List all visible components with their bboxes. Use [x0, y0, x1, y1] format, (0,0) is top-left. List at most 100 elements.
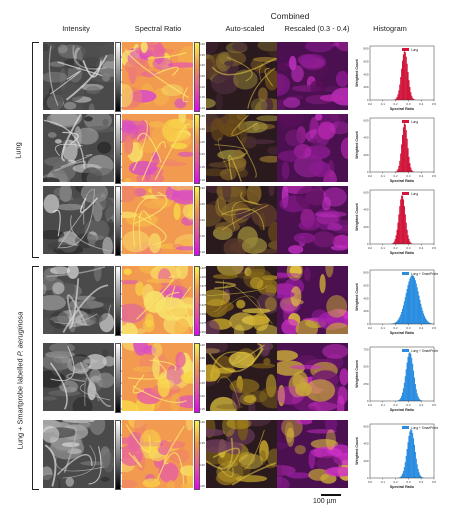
- hist-x-tick: 0.4: [419, 102, 424, 106]
- group-label-smartprobe-text: Lung + Smartprobe labelled: [15, 356, 25, 450]
- hist-bar: [402, 127, 405, 172]
- spectral-ratio-colorbar-tick: 0.35: [199, 114, 205, 118]
- hist-bar: [408, 80, 410, 100]
- spectral-ratio-image: [122, 42, 193, 110]
- hist-y-tick: 800: [363, 47, 368, 51]
- hist-bar: [406, 138, 408, 172]
- hist-x-tick: 0.5: [432, 246, 437, 250]
- hist-bar: [401, 395, 403, 401]
- auto-scaled-image: [206, 186, 277, 254]
- hist-bar: [419, 399, 421, 401]
- hist-bar: [417, 396, 419, 401]
- group-label-lung: Lung: [14, 131, 23, 171]
- hist-bar: [406, 362, 408, 401]
- spectral-ratio-colorbar-ticks: 0.425 0.400 0.375 0.350 0.325 0.300 0.275 0.250: [199, 266, 213, 334]
- hist-bar: [407, 285, 409, 324]
- hist-bar: [400, 397, 402, 401]
- spectral-ratio-image: [122, 343, 193, 411]
- hist-bar: [429, 322, 431, 324]
- hist-bar: [408, 156, 410, 172]
- spectral-ratio-colorbar-tick: 0.25: [199, 202, 205, 206]
- hist-y-label: Weighted Count: [355, 436, 359, 464]
- hist-y-tick: 0: [367, 98, 369, 102]
- hist-bar: [403, 123, 405, 172]
- hist-bar: [402, 195, 404, 244]
- hist-y-tick: 400: [363, 296, 368, 300]
- hist-bar: [411, 95, 413, 100]
- hist-legend-swatch: [402, 192, 409, 195]
- hist-x-tick: 0.1: [381, 246, 386, 250]
- hist-bar: [409, 278, 411, 324]
- hist-bar: [407, 148, 409, 172]
- hist-x-tick: 0.2: [394, 102, 399, 106]
- spectral-ratio-colorbar: [194, 114, 200, 184]
- hist-bar: [416, 287, 418, 324]
- hist-x-tick: 0.0: [368, 246, 373, 250]
- hist-bar: [404, 376, 406, 401]
- hist-bar: [405, 56, 407, 100]
- spectral-ratio-colorbar-ticks: 0.40 0.35 0.30 0.25 0.20 0.15: [199, 343, 213, 411]
- header-intensity: Intensity: [62, 24, 90, 33]
- hist-bar: [418, 472, 420, 478]
- hist-legend-swatch: [402, 48, 409, 51]
- spectral-ratio-colorbar-tick: 0.20: [199, 394, 205, 399]
- auto-scaled-image: [206, 266, 277, 334]
- hist-bar: [398, 400, 400, 401]
- spectral-ratio-image: [122, 420, 193, 488]
- spectral-ratio-colorbar-tick: 0.35: [199, 355, 205, 360]
- rescaled-image: [277, 343, 348, 411]
- hist-y-tick: 600: [363, 191, 368, 195]
- hist-bar: [404, 297, 406, 324]
- hist-bar: [398, 165, 400, 172]
- hist-y-tick: 800: [363, 271, 368, 275]
- hist-x-tick: 0.0: [368, 102, 373, 106]
- hist-bar: [407, 356, 409, 401]
- spectral-ratio-colorbar-ticks: 0.30 0.25 0.20 0.15 0.10: [199, 186, 213, 254]
- hist-bar: [403, 206, 405, 244]
- hist-bar: [398, 214, 400, 244]
- hist-bar: [402, 199, 405, 244]
- hist-bar: [392, 242, 394, 244]
- histogram-chart: 0.0 0.1 0.2 0.3 0.4 0.5 0 200 400 600 Lung Spectral…: [354, 186, 438, 258]
- spectral-ratio-colorbar: [194, 186, 200, 256]
- hist-bar: [411, 243, 413, 244]
- hist-bar: [395, 98, 397, 100]
- hist-bar: [419, 474, 421, 478]
- hist-x-label: Spectral Ratio: [390, 485, 415, 489]
- hist-bar: [414, 451, 416, 478]
- spectral-ratio-colorbar-tick: 0.10: [199, 178, 205, 182]
- hist-bar: [415, 283, 417, 324]
- hist-bar: [403, 301, 405, 324]
- hist-y-tick: 600: [363, 119, 368, 123]
- hist-bar: [400, 77, 402, 100]
- hist-bar: [417, 291, 419, 324]
- hist-x-label: Spectral Ratio: [390, 331, 415, 335]
- header-rescaled: Rescaled (0.3 - 0.4): [284, 24, 350, 33]
- spectral-ratio-colorbar-tick: 0.30: [199, 368, 205, 373]
- hist-bar: [400, 199, 402, 244]
- hist-bar: [400, 314, 402, 324]
- hist-bar: [410, 429, 412, 478]
- hist-bar: [410, 353, 412, 401]
- hist-bar: [393, 323, 395, 324]
- hist-bar: [400, 476, 402, 478]
- spectral-ratio-colorbar-tick: 0.300: [199, 311, 207, 316]
- scale-bar-label: 100 µm: [313, 498, 337, 505]
- rescaled-image: [277, 186, 348, 254]
- hist-bar: [410, 276, 412, 324]
- hist-y-label: Weighted Count: [355, 202, 359, 230]
- spectral-ratio-colorbar-tick: 0.25: [199, 139, 205, 144]
- hist-y-tick: 400: [363, 442, 368, 446]
- hist-bar: [418, 295, 420, 324]
- hist-bar: [391, 243, 394, 244]
- hist-bar: [402, 388, 405, 401]
- hist-bar: [425, 319, 427, 324]
- hist-bar: [409, 431, 411, 478]
- hist-bar: [402, 471, 405, 478]
- hist-x-tick: 0.3: [406, 174, 411, 178]
- hist-bar: [394, 322, 396, 324]
- bracket-lung: [32, 42, 39, 258]
- hist-bar: [400, 153, 402, 172]
- hist-bar: [399, 477, 401, 478]
- hist-x-tick: 0.1: [381, 480, 386, 484]
